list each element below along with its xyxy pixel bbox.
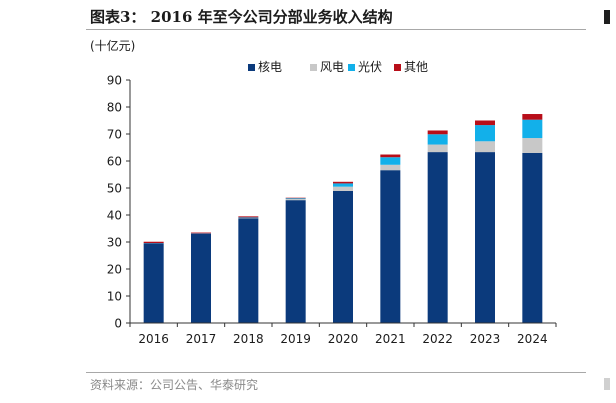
y-tick-label: 70 [107, 128, 122, 142]
bar-segment-other [475, 120, 495, 126]
bar-segment-solar [380, 157, 401, 165]
y-tick-label: 10 [107, 290, 122, 304]
bar-segment-nuclear [238, 218, 259, 323]
bar-segment-nuclear [285, 200, 306, 323]
bar-segment-wind [475, 141, 495, 153]
x-tick-label: 2022 [422, 332, 453, 346]
bar-segment-solar [285, 198, 306, 200]
bar-segment-other [333, 181, 353, 184]
x-tick-label: 2016 [138, 332, 169, 346]
y-tick-label: 80 [107, 101, 122, 115]
y-tick-label: 40 [107, 209, 122, 223]
bar-segment-other [285, 197, 306, 199]
legend-label: 核电 [258, 60, 282, 74]
x-tick-label: 2019 [280, 332, 311, 346]
chart-area: (十亿元) 核电 风电 光伏 其他 0 10 20 30 40 50 60 70 80 90 2016 2… [86, 36, 586, 366]
y-tick-label: 60 [107, 155, 122, 169]
y-tick-label: 20 [107, 263, 122, 277]
x-tick-label: 2017 [186, 332, 217, 346]
legend-label: 其他 [404, 60, 428, 74]
bar-segment-wind [522, 138, 543, 153]
y-tick-label: 30 [107, 236, 122, 250]
bar-segment-wind [380, 164, 401, 171]
bar-segment-solar [427, 134, 448, 145]
bar-segment-nuclear [333, 190, 353, 323]
bar-segment-solar [333, 183, 353, 187]
bar-segment-nuclear [427, 152, 448, 323]
legend-swatch-wind [310, 64, 317, 71]
bar-segment-other [143, 241, 164, 244]
legend-label: 风电 [320, 60, 344, 74]
bar-segment-nuclear [380, 170, 401, 323]
y-axis-unit-label: (十亿元) [90, 38, 135, 53]
bar-segment-other [191, 232, 211, 234]
x-axis: 2016 2017 2018 2019 2020 2021 2022 2023 2024 [129, 322, 557, 346]
bar-segment-nuclear [143, 243, 164, 323]
legend-swatch-solar [348, 64, 355, 71]
y-tick-label: 0 [114, 317, 122, 331]
source-note: 资料来源：公司公告、华泰研究 [90, 378, 259, 392]
bar-segment-other [522, 114, 543, 120]
bar-segment-wind [285, 199, 306, 201]
bars [143, 114, 543, 323]
y-tick-label: 90 [107, 74, 122, 88]
adjacent-column-edge [604, 10, 610, 24]
top-divider [86, 29, 586, 30]
bar-segment-other [380, 154, 401, 158]
bar-segment-solar [522, 119, 543, 139]
bar-segment-wind [427, 144, 448, 153]
bar-segment-other [427, 130, 448, 135]
adjacent-column-edge-bottom [604, 378, 610, 390]
x-tick-label: 2024 [517, 332, 548, 346]
bar-segment-solar [238, 217, 259, 218]
figure-title: 图表3： 2016 年至今公司分部业务收入结构 [90, 8, 393, 26]
y-axis: 0 10 20 30 40 50 60 70 80 90 [107, 74, 131, 331]
bar-segment-nuclear [475, 152, 495, 323]
bar-segment-other [238, 216, 259, 218]
legend-swatch-other [394, 64, 401, 71]
bar-segment-nuclear [522, 152, 543, 323]
bar-segment-wind [333, 186, 353, 191]
x-tick-label: 2021 [375, 332, 406, 346]
legend-label: 光伏 [358, 60, 382, 74]
bottom-divider [86, 372, 586, 373]
y-tick-label: 50 [107, 182, 122, 196]
bar-segment-nuclear [191, 233, 211, 323]
bar-segment-solar [475, 125, 495, 142]
x-tick-label: 2020 [328, 332, 359, 346]
x-tick-label: 2023 [470, 332, 501, 346]
legend: 核电 风电 光伏 其他 [248, 60, 428, 74]
legend-swatch-nuclear [248, 64, 255, 71]
x-tick-label: 2018 [233, 332, 264, 346]
